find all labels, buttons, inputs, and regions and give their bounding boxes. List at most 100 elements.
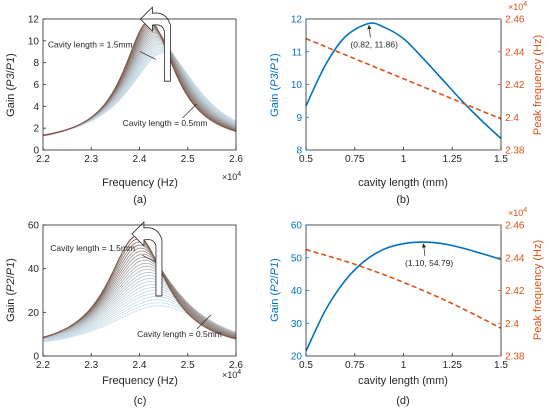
gain-curve-family: [42, 20, 237, 137]
panel-caption: (a): [133, 194, 146, 206]
left-y-tick-label: 10: [28, 36, 40, 47]
right-y-axis-label: Peak frequency (Hz): [532, 240, 544, 340]
x-tick-label: 0.75: [345, 154, 365, 165]
x-tick-label: 1: [401, 154, 407, 165]
annotation-leader: [196, 314, 212, 330]
left-y-tick-label: 0: [33, 146, 39, 157]
panel-a: 2.2 2.3 2.4 2.5 2.6 0 2 4 6 8 10 12 Cavity length =…: [5, 6, 244, 206]
left-y-tick-label: 50: [291, 253, 303, 264]
x-tick-label: 2.6: [229, 154, 243, 165]
axis-ticks: 0.5 0.75 1 1.25 1.5 8 9 10 11 12 2.38 2.4 2.42 2.44 2.…: [291, 15, 525, 166]
x-tick-label: 1.25: [443, 360, 463, 371]
x-tick-label: 2.4: [133, 154, 147, 165]
panel-caption: (d): [396, 395, 409, 407]
x-tick-label: 0.5: [299, 154, 313, 165]
x-tick-label: 0.75: [345, 360, 365, 371]
annotation-label: Cavity length = 0.5mm: [123, 118, 208, 128]
gain-series-line: [305, 22, 502, 140]
x-tick-label: 2.4: [133, 360, 147, 371]
x-axis-exponent: ×104: [222, 369, 241, 380]
panel-b: 0.5 0.75 1 1.25 1.5 8 9 10 11 12 2.38 2.4 2.42 2.44 2.…: [269, 1, 544, 206]
x-tick-label: 0.5: [299, 360, 313, 371]
plot-frame: [305, 224, 502, 357]
gain-curve: [42, 262, 237, 338]
panel-caption: (c): [134, 395, 147, 407]
left-y-tick-label: 30: [291, 319, 303, 330]
series-lines: [305, 22, 502, 140]
x-tick-label: 2.2: [36, 360, 50, 371]
right-y-tick-label: 2.38: [505, 352, 525, 363]
right-y-tick-label: 2.38: [505, 146, 525, 157]
left-y-tick-label: 12: [291, 15, 303, 26]
right-y-tick-label: 2.46: [505, 221, 525, 232]
gain-curve: [42, 20, 237, 137]
left-y-tick-label: 8: [296, 146, 302, 157]
annotation-label: Cavity length = 1.5mm: [50, 243, 135, 253]
x-tick-label: 2.5: [181, 154, 195, 165]
left-y-tick-label: 20: [28, 308, 40, 319]
left-y-tick-label: 11: [292, 47, 303, 58]
cavity-direction-arrow: [139, 6, 197, 119]
peak-frequency-series-line: [305, 37, 502, 120]
y-axis-label: Gain (P3/P1): [5, 53, 17, 117]
left-y-tick-label: 12: [28, 15, 40, 26]
axis-ticks: 2.2 2.3 2.4 2.5 2.6 0 2 4 6 8 10 12: [28, 15, 244, 166]
right-axis-exponent: ×104: [508, 1, 527, 12]
x-axis-label: Frequency (Hz): [102, 375, 178, 387]
x-axis-exponent: ×104: [222, 171, 241, 182]
axis-ticks: 2.2 2.3 2.4 2.5 2.6 0 20 40 60: [28, 221, 244, 372]
panel-d: 0.5 0.75 1 1.25 1.5 20 30 40 50 60 2.38 2.4 2.42 2.44…: [269, 207, 544, 407]
x-tick-label: 2.3: [84, 360, 98, 371]
right-y-tick-label: 2.4: [505, 113, 519, 124]
left-y-tick-label: 6: [33, 80, 39, 91]
x-tick-label: 1: [401, 360, 407, 371]
annotation-leader: [182, 103, 197, 119]
gain-curve: [42, 265, 237, 338]
right-y-tick-label: 2.44: [505, 47, 525, 58]
right-y-tick-label: 2.42: [505, 286, 525, 297]
left-y-tick-label: 2: [33, 124, 39, 135]
x-tick-label: 2.3: [84, 154, 98, 165]
annotation-label: Cavity length = 1.5mm: [48, 39, 133, 49]
annotation-label: Cavity length = 0.5mm: [137, 329, 222, 339]
direction-arrow: [139, 6, 171, 82]
x-tick-label: 1.5: [494, 154, 508, 165]
x-axis-label: cavity length (mm): [358, 177, 448, 189]
left-y-tick-label: 40: [28, 264, 40, 275]
right-axis-exponent: ×104: [508, 207, 527, 218]
x-tick-label: 1.25: [443, 154, 463, 165]
left-y-tick-label: 4: [33, 102, 39, 113]
right-y-tick-label: 2.46: [505, 15, 525, 26]
x-tick-label: 2.5: [181, 360, 195, 371]
gain-series-line: [305, 241, 502, 352]
peak-frequency-series-line: [305, 248, 502, 329]
panel-c: 2.2 2.3 2.4 2.5 2.6 0 20 40 60 Cavity length = 1…: [5, 221, 243, 408]
cavity-direction-arrow: [131, 220, 212, 330]
right-y-tick-label: 2.4: [505, 319, 519, 330]
right-y-tick-label: 2.44: [505, 253, 525, 264]
peak-arrow: [367, 24, 372, 38]
direction-arrow: [131, 220, 163, 297]
left-y-axis-label: Gain (P3/P1): [269, 53, 281, 117]
panel-caption: (b): [396, 194, 409, 206]
x-tick-label: 1.5: [494, 360, 508, 371]
peak-arrow: [421, 243, 427, 257]
x-tick-label: 2.2: [36, 154, 50, 165]
y-axis-label: Gain (P2/P1): [5, 258, 17, 322]
left-y-tick-label: 10: [291, 80, 303, 91]
left-y-tick-label: 0: [33, 352, 39, 363]
x-axis-label: Frequency (Hz): [102, 177, 178, 189]
peak-label: (1.10, 54.79): [405, 258, 453, 268]
left-y-tick-label: 20: [291, 352, 303, 363]
annotation-leader: [139, 51, 156, 60]
left-y-tick-label: 8: [33, 58, 39, 69]
left-y-tick-label: 40: [291, 286, 303, 297]
x-axis-label: cavity length (mm): [358, 375, 448, 387]
peak-label: (0.82, 11.86): [350, 40, 398, 50]
right-y-axis-label: Peak frequency (Hz): [532, 35, 544, 135]
left-y-axis-label: Gain (P2/P1): [269, 258, 281, 322]
left-y-tick-label: 9: [296, 113, 302, 124]
series-lines: [305, 241, 502, 352]
